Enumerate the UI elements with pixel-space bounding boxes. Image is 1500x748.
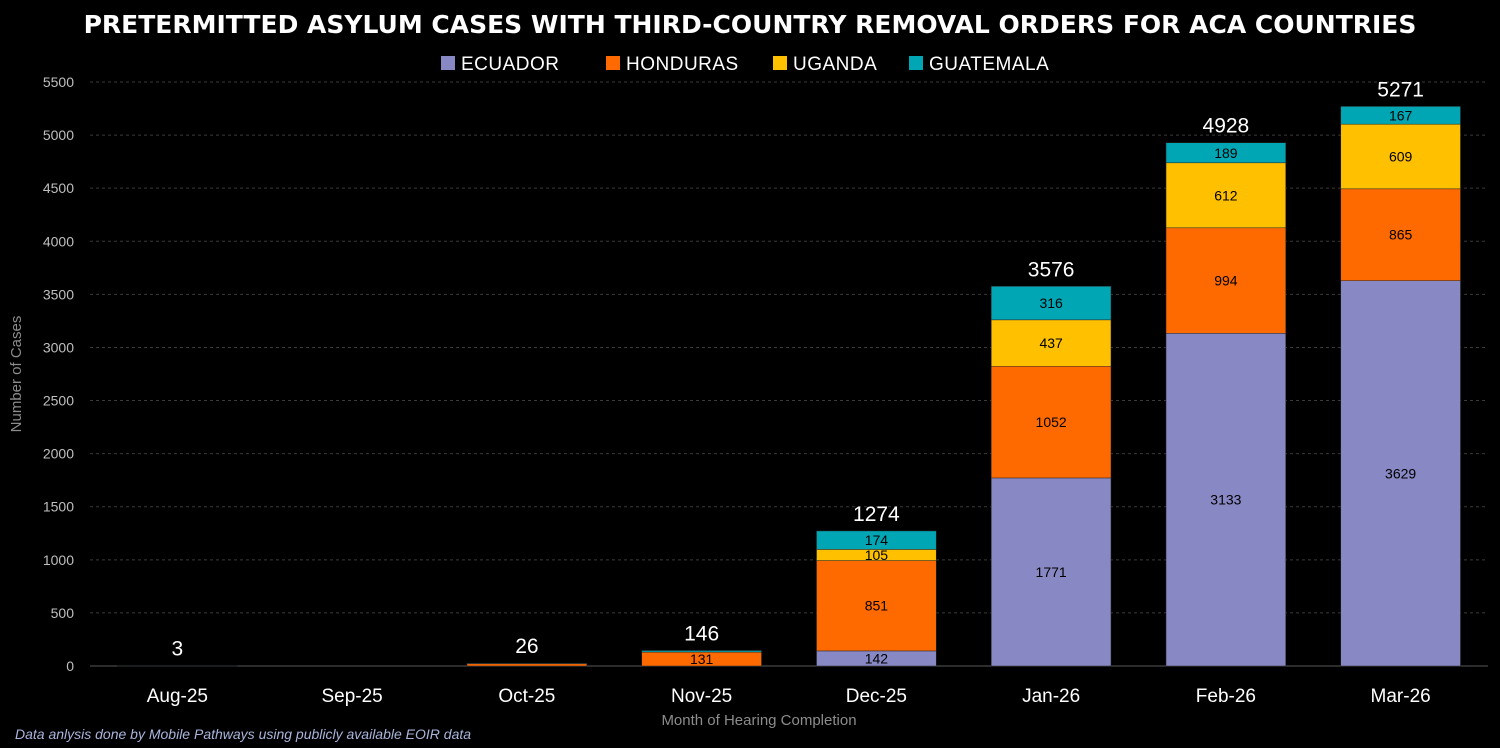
bar-segment-guatemala [991, 286, 1112, 321]
y-axis-label: Number of Cases [8, 316, 25, 433]
bar-segment-ecuador [1165, 333, 1286, 667]
bar-segment-guatemala [117, 665, 238, 667]
segment-value-label: 174 [865, 532, 889, 548]
segment-value-label: 609 [1389, 148, 1413, 164]
segment-value-label: 105 [865, 547, 889, 563]
bar-segment-honduras [1340, 188, 1461, 281]
bar-segment-ecuador [991, 477, 1112, 667]
legend-swatch [606, 56, 620, 70]
legend-label: HONDURAS [626, 54, 739, 75]
bar-segment-uganda [991, 319, 1112, 367]
bar-segment-guatemala [466, 662, 587, 665]
legend-item-ecuador: ECUADOR [441, 54, 560, 75]
chart-title: PRETERMITTED ASYLUM CASES WITH THIRD-COU… [84, 10, 1417, 39]
x-tick-label: Feb-26 [1196, 686, 1256, 707]
y-tick-label: 4000 [43, 233, 74, 249]
legend-swatch [909, 56, 923, 70]
footnote: Data anlysis done by Mobile Pathways usi… [15, 726, 471, 742]
y-tick-label: 2000 [43, 446, 74, 462]
x-tick-label: Jan-26 [1022, 686, 1080, 707]
bar-total-label: 1274 [853, 503, 900, 526]
x-tick-label: Aug-25 [147, 686, 208, 707]
bar-total-label: 3 [172, 638, 184, 661]
segment-value-label: 994 [1214, 273, 1238, 289]
y-tick-label: 2500 [43, 393, 74, 409]
legend: ECUADOR HONDURAS UGANDA GUATEMALA [441, 54, 1049, 75]
segment-value-label: 851 [865, 598, 889, 614]
bar-total-label: 4928 [1203, 115, 1250, 138]
bar-segment-guatemala [641, 650, 762, 653]
y-tick-label: 3000 [43, 339, 74, 355]
segment-value-label: 131 [690, 651, 714, 667]
y-axis-ticks: 0 500 1000 1500 2000 2500 3000 3500 4000 4500 5000… [43, 74, 74, 674]
segment-value-label: 1771 [1036, 564, 1067, 580]
bar-segment-honduras [1165, 227, 1286, 334]
legend-item-uganda: UGANDA [773, 54, 877, 75]
legend-label: ECUADOR [461, 54, 560, 75]
y-tick-label: 5500 [43, 74, 74, 90]
legend-item-guatemala: GUATEMALA [909, 54, 1049, 75]
bar-total-label: 26 [515, 635, 538, 658]
x-tick-label: Nov-25 [671, 686, 732, 707]
y-tick-label: 1000 [43, 552, 74, 568]
x-tick-label: Oct-25 [498, 686, 555, 707]
y-tick-label: 3500 [43, 286, 74, 302]
bar-segment-honduras [816, 560, 937, 652]
bar-segment-uganda [1165, 162, 1286, 229]
segment-value-label: 316 [1039, 295, 1063, 311]
bar-total-label: 3576 [1028, 258, 1075, 281]
bar-segment-ecuador [1340, 280, 1461, 667]
legend-swatch [441, 56, 455, 70]
x-axis-label: Month of Hearing Completion [661, 712, 856, 729]
segment-value-label: 189 [1214, 145, 1238, 161]
bar-segment-uganda [1340, 123, 1461, 190]
legend-swatch [773, 56, 787, 70]
bar-segment-guatemala [1340, 106, 1461, 125]
segment-value-label: 3629 [1385, 465, 1416, 481]
bar-total-label: 5271 [1377, 78, 1424, 101]
legend-item-honduras: HONDURAS [606, 54, 739, 75]
segment-value-label: 1052 [1036, 414, 1067, 430]
segment-value-label: 612 [1214, 187, 1238, 203]
segment-value-label: 142 [865, 650, 889, 666]
bar-segment-honduras [991, 365, 1112, 479]
bar-segment-guatemala [816, 530, 937, 550]
segment-value-label: 865 [1389, 227, 1413, 243]
bar-total-label: 146 [684, 622, 719, 645]
legend-label: UGANDA [793, 54, 877, 75]
y-tick-label: 5000 [43, 127, 74, 143]
segment-value-label: 3133 [1210, 492, 1241, 508]
y-tick-label: 4500 [43, 180, 74, 196]
y-tick-label: 500 [51, 605, 75, 621]
y-tick-label: 0 [66, 658, 74, 674]
x-tick-label: Sep-25 [321, 686, 382, 707]
x-axis-ticks: Aug-25 Sep-25 Oct-25 Nov-25 Dec-25 Jan-26 Feb-… [147, 686, 1431, 707]
bar-segment-guatemala [1165, 142, 1286, 164]
x-tick-label: Mar-26 [1371, 686, 1431, 707]
segment-value-label: 167 [1389, 107, 1413, 123]
legend-label: GUATEMALA [929, 54, 1049, 75]
x-tick-label: Dec-25 [846, 686, 907, 707]
segment-value-label: 437 [1039, 335, 1063, 351]
total-labels: 3 26 146 1274 3576 4928 5271 [172, 78, 1424, 660]
y-tick-label: 1500 [43, 499, 74, 515]
